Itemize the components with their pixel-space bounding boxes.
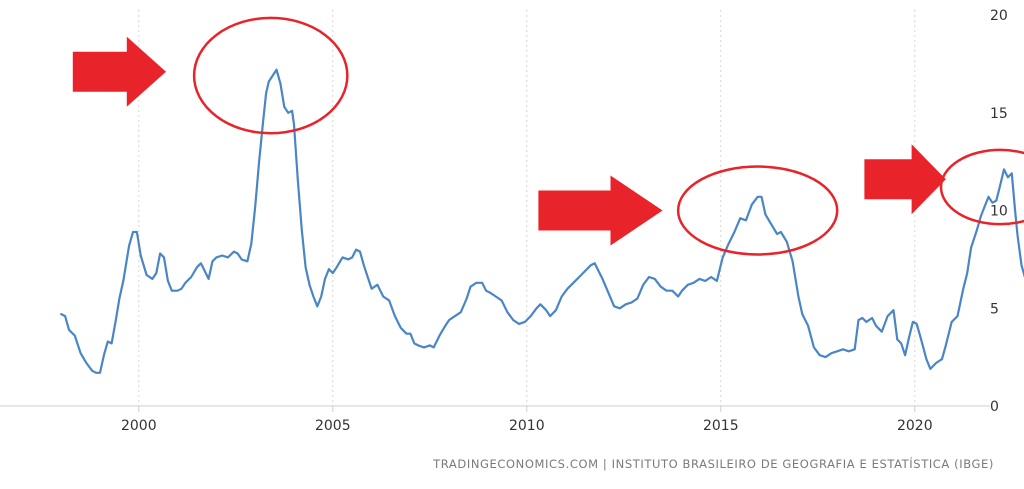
source-attribution: TRADINGECONOMICS.COM | INSTITUTO BRASILE… xyxy=(433,457,994,471)
highlight-arrow xyxy=(538,175,663,246)
y-tick-label: 15 xyxy=(990,106,1008,122)
x-tick-label: 2000 xyxy=(121,418,157,434)
y-tick-label: 0 xyxy=(990,399,999,415)
y-tick-label: 10 xyxy=(990,204,1008,220)
x-tick-label: 2010 xyxy=(509,418,545,434)
highlight-circle xyxy=(192,16,349,135)
x-tick-label: 2020 xyxy=(897,418,933,434)
highlight-circle xyxy=(939,148,1024,226)
x-tick-label: 2005 xyxy=(315,418,351,434)
highlight-arrow xyxy=(864,144,946,215)
highlight-arrow xyxy=(72,36,166,107)
y-tick-label: 5 xyxy=(990,301,999,317)
highlight-circle xyxy=(676,165,839,256)
x-tick-label: 2015 xyxy=(703,418,739,434)
series-line xyxy=(60,68,1024,374)
y-tick-label: 20 xyxy=(990,8,1008,24)
